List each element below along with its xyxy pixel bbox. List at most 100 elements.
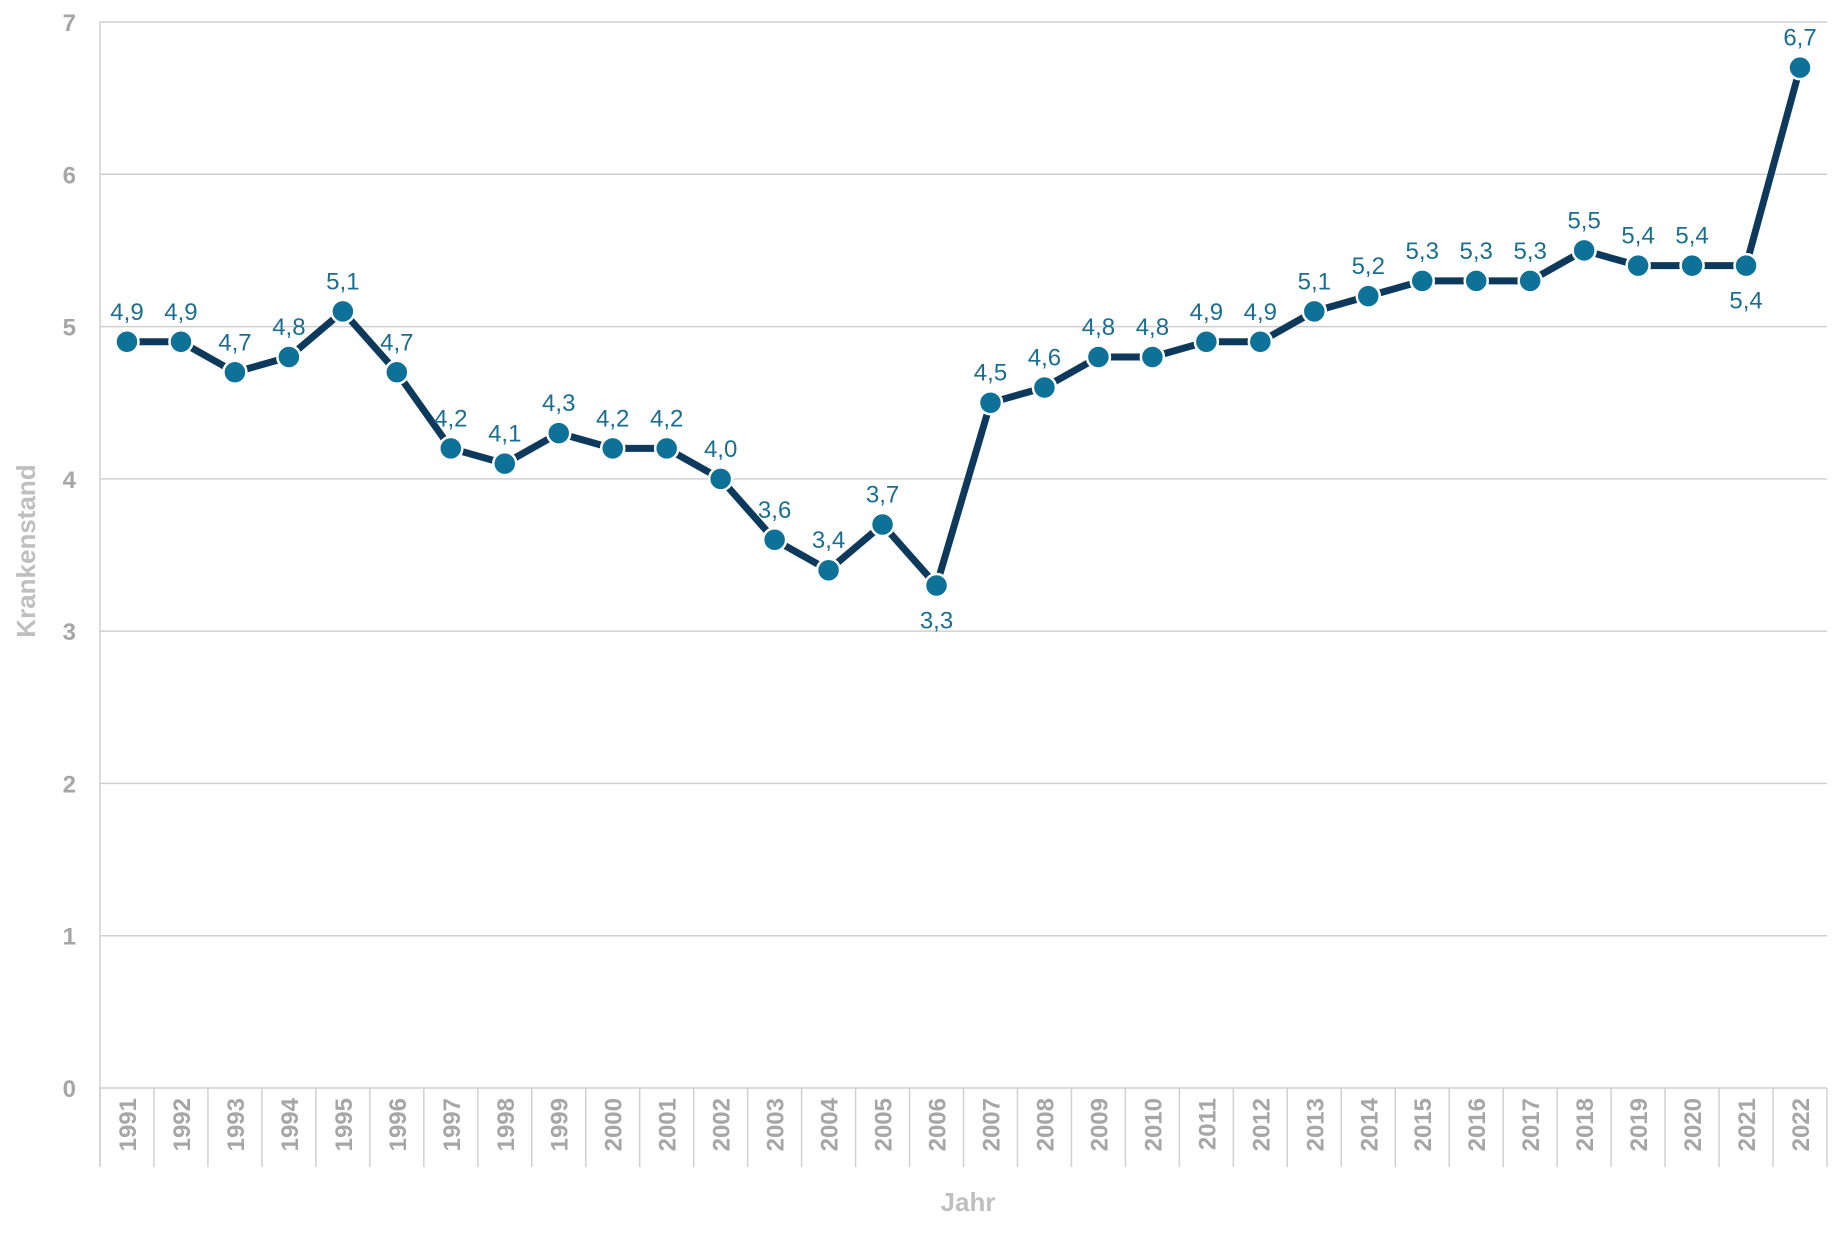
data-point-2001 (653, 435, 680, 462)
x-tick-label-2006: 2006 (925, 1098, 952, 1151)
data-label-1991: 4,9 (110, 299, 143, 326)
x-tick-label-2016: 2016 (1464, 1098, 1491, 1151)
x-tick-label-2007: 2007 (978, 1098, 1005, 1151)
data-point-2007 (977, 389, 1004, 416)
data-point-2016 (1463, 268, 1489, 294)
x-tick-label-2021: 2021 (1734, 1098, 1761, 1151)
x-tick-label-2013: 2013 (1302, 1098, 1329, 1151)
marker-layer (114, 54, 1813, 599)
grid-layer (99, 21, 1828, 1167)
y-tick-label-0: 0 (63, 1076, 76, 1103)
x-tick-label-2003: 2003 (763, 1098, 790, 1151)
data-label-2009: 4,8 (1082, 314, 1115, 341)
data-label-2010: 4,8 (1136, 314, 1169, 341)
data-point-2017 (1517, 268, 1543, 294)
x-tick-label-2010: 2010 (1140, 1098, 1167, 1151)
data-point-2005 (869, 511, 896, 538)
data-label-2001: 4,2 (650, 405, 683, 432)
data-label-2019: 5,4 (1621, 223, 1654, 250)
data-point-2008 (1031, 374, 1058, 401)
x-tick-label-2000: 2000 (601, 1098, 628, 1151)
data-point-1995 (330, 298, 356, 325)
y-tick-label-1: 1 (63, 924, 76, 951)
data-point-1996 (384, 359, 410, 386)
data-label-1999: 4,3 (542, 390, 575, 417)
y-tick-label-3: 3 (63, 619, 76, 646)
data-point-2000 (599, 435, 626, 462)
data-label-2021: 5,4 (1729, 288, 1762, 315)
data-point-1994 (276, 344, 302, 370)
data-label-1993: 4,7 (218, 329, 251, 356)
y-tick-label-4: 4 (63, 467, 77, 494)
y-tick-label-5: 5 (63, 315, 76, 342)
x-tick-label-2009: 2009 (1086, 1098, 1113, 1151)
x-tick-label-1993: 1993 (223, 1098, 250, 1151)
data-point-1991 (114, 329, 140, 355)
x-tick-label-1995: 1995 (331, 1098, 358, 1151)
x-tick-label-2002: 2002 (709, 1098, 736, 1151)
data-label-2002: 4,0 (704, 436, 737, 463)
x-tick-label-1997: 1997 (439, 1098, 466, 1151)
x-tick-label-1992: 1992 (169, 1098, 196, 1151)
y-tick-label-2: 2 (63, 771, 76, 798)
y-tick-label-7: 7 (63, 10, 76, 37)
y-axis-ticks: 0 1 2 3 4 5 6 7 (63, 10, 77, 1103)
x-tick-label-1998: 1998 (493, 1098, 520, 1151)
data-label-1994: 4,8 (272, 314, 305, 341)
data-point-1993 (222, 359, 248, 386)
data-label-2022: 6,7 (1783, 25, 1816, 52)
x-tick-label-2022: 2022 (1788, 1098, 1815, 1151)
data-point-2011 (1193, 329, 1220, 355)
x-tick-label-2012: 2012 (1248, 1098, 1275, 1151)
y-tick-label-6: 6 (63, 162, 76, 189)
x-tick-label-2019: 2019 (1626, 1098, 1653, 1151)
x-tick-label-2018: 2018 (1572, 1098, 1599, 1151)
data-label-2006: 3,3 (920, 607, 953, 634)
data-label-layer: 4,9 4,9 4,7 4,8 5,1 4,7 4,2 4,1 4,3 4,2 4,2 4,0 3,6 3… (110, 25, 1816, 635)
data-label-2020: 5,4 (1675, 223, 1708, 250)
x-tick-label-1994: 1994 (277, 1097, 304, 1151)
data-point-2022 (1787, 54, 1813, 81)
data-point-2004 (815, 557, 842, 583)
data-label-2014: 5,2 (1352, 253, 1385, 280)
x-tick-label-2020: 2020 (1680, 1098, 1707, 1151)
x-axis-ticks: 1991 1992 1993 1994 1995 1996 1997 1998 1999 2000… (115, 1097, 1815, 1151)
data-label-1998: 4,1 (488, 421, 521, 448)
data-point-1997 (438, 435, 464, 462)
data-label-2016: 5,3 (1460, 238, 1493, 265)
data-point-2018 (1571, 237, 1597, 264)
data-label-2003: 3,6 (758, 497, 791, 524)
x-tick-label-1991: 1991 (115, 1098, 142, 1151)
x-tick-label-2014: 2014 (1356, 1097, 1383, 1151)
x-tick-label-1996: 1996 (385, 1098, 412, 1151)
data-point-2009 (1085, 344, 1112, 370)
x-tick-label-2004: 2004 (817, 1097, 844, 1151)
data-point-2013 (1301, 298, 1328, 325)
data-label-2012: 4,9 (1244, 299, 1277, 326)
data-label-2007: 4,5 (974, 360, 1007, 387)
data-point-2015 (1409, 268, 1435, 294)
data-label-2000: 4,2 (596, 405, 629, 432)
y-axis-title: Krankenstand (11, 464, 41, 637)
data-label-1995: 5,1 (326, 268, 359, 295)
data-point-2002 (707, 466, 734, 492)
data-point-2021 (1733, 252, 1759, 279)
data-label-2008: 4,6 (1028, 344, 1061, 371)
data-point-2003 (761, 527, 788, 553)
data-point-2006 (923, 572, 950, 599)
data-point-1999 (545, 420, 572, 446)
data-label-2011: 4,9 (1190, 299, 1223, 326)
data-point-2010 (1139, 344, 1166, 370)
x-axis-title: Jahr (941, 1187, 996, 1217)
data-label-2015: 5,3 (1406, 238, 1439, 265)
data-point-1992 (168, 329, 194, 355)
data-label-2013: 5,1 (1298, 268, 1331, 295)
x-tick-label-2005: 2005 (871, 1098, 898, 1151)
x-tick-label-2017: 2017 (1518, 1098, 1545, 1151)
data-label-2018: 5,5 (1567, 207, 1600, 234)
x-tick-label-2011: 2011 (1194, 1098, 1221, 1150)
data-label-1997: 4,2 (434, 405, 467, 432)
data-label-2004: 3,4 (812, 527, 845, 554)
data-point-2019 (1625, 252, 1651, 279)
